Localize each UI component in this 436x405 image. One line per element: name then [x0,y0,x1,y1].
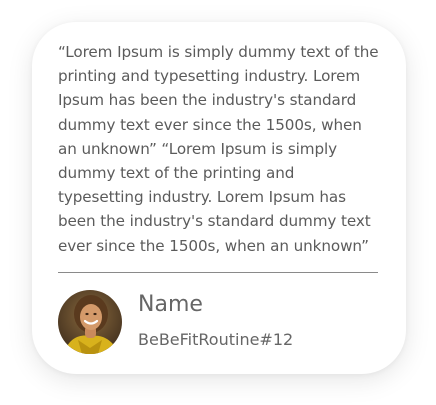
testimonial-card: “Lorem Ipsum is simply dummy text of the… [32,22,406,374]
avatar-photo-icon [58,290,122,354]
author-handle: BeBeFitRoutine#12 [138,330,294,349]
testimonial-quote: “Lorem Ipsum is simply dummy text of the… [58,43,379,255]
divider [58,272,378,273]
author-name: Name [138,292,203,317]
avatar [58,290,122,354]
